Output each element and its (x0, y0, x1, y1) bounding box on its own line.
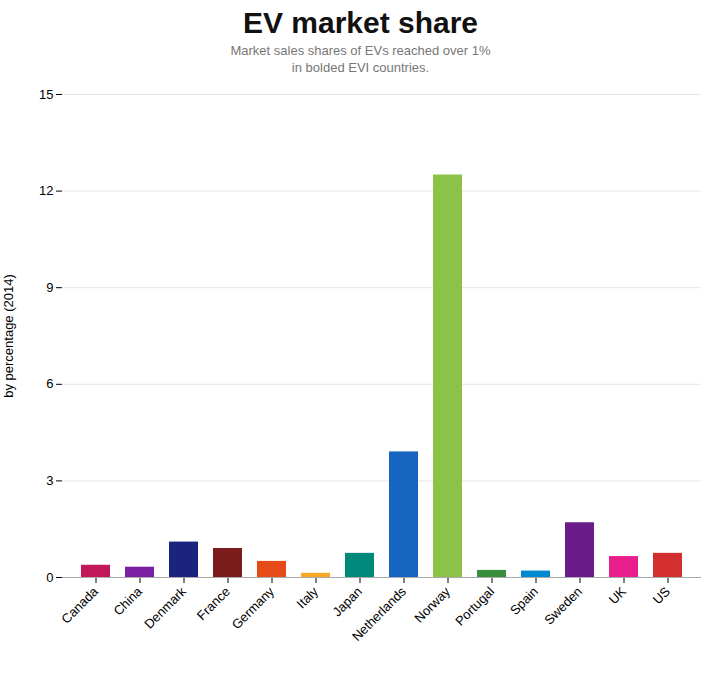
svg-text:Canada: Canada (58, 583, 101, 626)
svg-text:6: 6 (46, 376, 53, 391)
svg-text:0: 0 (46, 570, 53, 585)
svg-text:Portugal: Portugal (452, 584, 497, 629)
svg-text:Japan: Japan (329, 584, 365, 620)
svg-text:by percentage (2014): by percentage (2014) (1, 274, 16, 398)
svg-text:Denmark: Denmark (141, 583, 189, 631)
html-text:Market sales shares of EVs rea: Market sales shares of EVs reached over … (230, 43, 491, 58)
svg-text:China: China (110, 583, 145, 618)
svg-text:UK: UK (606, 584, 630, 608)
html-text:EV market share: EV market share (242, 6, 479, 39)
svg-text:Spain: Spain (507, 584, 541, 618)
svg-text:9: 9 (46, 280, 53, 295)
html-text:in bolded EVI countries.: in bolded EVI countries. (291, 60, 430, 75)
svg-text:US: US (650, 584, 674, 608)
svg-text:Norway: Norway (411, 583, 453, 625)
svg-text:Sweden: Sweden (541, 584, 585, 628)
svg-text:3: 3 (46, 473, 53, 488)
svg-text:Germany: Germany (229, 583, 278, 632)
svg-text:15: 15 (39, 87, 53, 102)
svg-text:France: France (194, 584, 233, 623)
svg-text:Italy: Italy (294, 583, 322, 611)
svg-text:12: 12 (39, 183, 53, 198)
svg-text:Netherlands: Netherlands (349, 583, 410, 644)
